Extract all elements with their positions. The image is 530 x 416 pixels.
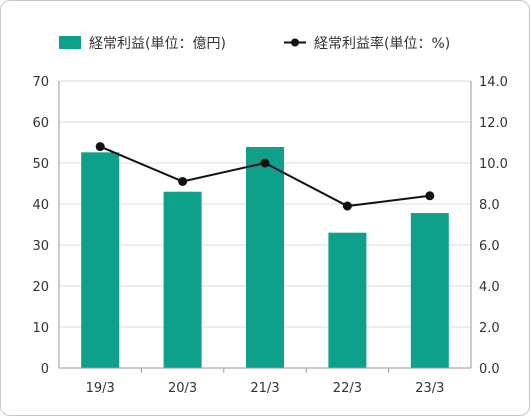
right-tick-label: 14.0 — [479, 75, 508, 90]
left-tick-label: 40 — [32, 198, 49, 213]
bar — [81, 152, 120, 368]
left-tick-label: 20 — [32, 280, 49, 295]
x-tick-label: 23/3 — [415, 381, 444, 396]
left-tick-label: 50 — [32, 157, 49, 172]
left-tick-label: 60 — [32, 116, 49, 131]
right-tick-label: 12.0 — [479, 116, 508, 131]
x-tick-label: 20/3 — [168, 381, 197, 396]
axes — [58, 81, 472, 373]
right-tick-label: 10.0 — [479, 157, 508, 172]
bar — [328, 232, 367, 368]
line-point — [260, 158, 270, 168]
line-point — [425, 191, 435, 201]
left-tick-label: 0 — [41, 362, 49, 377]
right-tick-label: 6.0 — [479, 239, 500, 254]
line-point — [95, 142, 105, 152]
line-series — [95, 142, 435, 211]
bar — [410, 213, 449, 368]
line-point — [342, 201, 352, 211]
left-tick-label: 10 — [32, 321, 49, 336]
legend-bar-label: 経常利益(単位：億円) — [89, 36, 226, 52]
legend-bar-swatch — [59, 36, 81, 49]
bar-series — [81, 147, 449, 368]
right-axis-ticks: 0.0 2.0 4.0 6.0 8.0 10.0 12.0 14.0 — [479, 75, 508, 377]
bar — [246, 147, 284, 368]
left-tick-label: 30 — [32, 239, 49, 254]
right-tick-label: 0.0 — [479, 362, 500, 377]
legend-line-label: 経常利益率(単位：%) — [314, 35, 450, 52]
right-tick-label: 2.0 — [479, 321, 500, 336]
x-tick-label: 22/3 — [333, 381, 362, 396]
line-point — [178, 176, 188, 186]
x-tick-label: 21/3 — [250, 381, 279, 396]
x-axis-labels: 19/3 20/3 21/3 22/3 23/3 — [86, 381, 445, 396]
x-tick-label: 19/3 — [86, 381, 115, 396]
legend: 経常利益(単位：億円) 経常利益率(単位：%) — [59, 35, 450, 52]
legend-line-marker — [291, 38, 299, 47]
bar — [163, 191, 202, 368]
left-axis-ticks: 0 10 20 30 40 50 60 70 — [32, 75, 49, 377]
right-tick-label: 8.0 — [479, 198, 500, 213]
left-tick-label: 70 — [32, 75, 49, 90]
right-tick-label: 4.0 — [479, 280, 500, 295]
